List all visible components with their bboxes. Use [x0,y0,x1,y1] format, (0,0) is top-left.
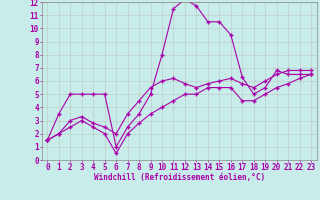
X-axis label: Windchill (Refroidissement éolien,°C): Windchill (Refroidissement éolien,°C) [94,173,265,182]
